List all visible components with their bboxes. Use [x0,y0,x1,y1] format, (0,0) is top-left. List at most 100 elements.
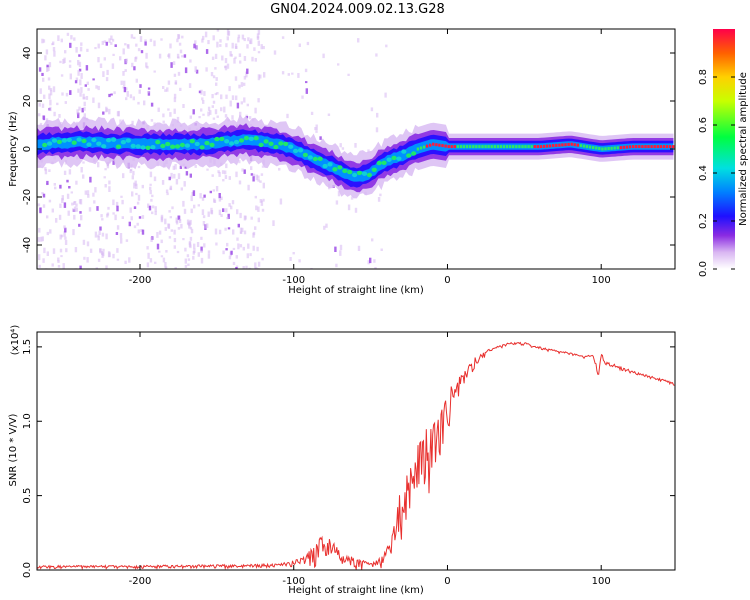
spectrogram-speckle [335,200,339,205]
spectrogram-speckle [97,236,100,241]
spectrogram-speckle [216,115,219,118]
spectrogram-speckle [106,213,109,218]
spectrogram-speckle [139,36,143,42]
spectrogram-speckle [216,29,220,32]
spectrogram-speckle [251,56,254,62]
spectrogram-speckle [46,215,49,219]
ridge-core [422,145,426,149]
spectrogram-speckle [196,242,200,247]
ridge-core [539,145,543,149]
x-tick-label: -200 [129,576,152,587]
spectrogram-speckle [151,211,154,215]
ridge-core [552,144,555,148]
spectrogram-speckle [256,36,260,40]
ridge-blob [391,155,397,161]
spectrogram-speckle [125,59,128,64]
spectrogram-speckle [137,194,141,201]
spectrogram-speckle [63,170,67,175]
spectrogram-speckle [357,245,361,251]
spectrogram-speckle [235,95,238,101]
spectrogram-speckle [278,167,281,171]
spectrogram-speckle [234,76,238,81]
spectrogram-speckle [357,38,360,43]
ridge-core [671,145,675,149]
spectrogram-speckle [52,86,56,93]
ridge-core [499,145,503,149]
spectrogram-speckle [370,107,374,112]
ridge-blob [376,160,382,166]
spectrogram-speckle [227,227,231,230]
spectrogram-speckle [49,106,52,112]
spectrogram-speckle [248,116,252,120]
spectrogram-speckle [216,41,219,48]
x-tick-label: 0 [444,576,450,587]
spectrogram-speckle [103,40,107,43]
spectrogram-speckle [151,205,155,209]
spectrogram-speckle [70,191,73,194]
spectrogram-speckle [64,239,68,245]
spectrogram-speckle [58,114,61,118]
spectrogram-speckle [147,91,150,94]
spectrogram-speckle [376,112,379,118]
spectrogram-speckle [339,244,343,251]
colorbar-tick-label: 0.2 [698,213,709,229]
spectrogram-speckle [192,109,195,115]
spectrogram-speckle [105,41,108,46]
spectrogram-speckle [164,89,167,92]
spectrogram-speckle [230,250,233,255]
spectrogram-speckle [79,92,82,97]
spectrogram-speckle [228,86,231,92]
spectrogram-speckle [165,189,169,193]
spectrogram-speckle [162,86,165,89]
spectrogram-speckle [254,107,257,114]
spectrogram-speckle [73,214,76,220]
x-tick-label: 0 [444,275,450,286]
ridge-core [601,147,604,151]
spectrogram-speckle [73,37,76,41]
spectrogram-speckle [201,209,205,215]
spectrogram-speckle [218,199,222,202]
ridge-core [462,145,466,149]
spectrogram-speckle [114,44,117,47]
spectrogram-speckle [112,159,115,165]
ridge-blob [268,141,274,146]
spectrogram-speckle [260,44,263,50]
spectrogram-speckle [175,217,178,223]
snr-series-line [37,341,675,570]
spectrogram-speckle [116,258,120,261]
spectrogram-speckle [83,256,86,260]
spectrogram-speckle [169,216,172,219]
spectrogram-speckle [48,199,52,203]
ridge-core [438,143,441,147]
spectrogram-speckle [153,122,156,127]
ridge-core [622,145,626,149]
spectrogram-speckle [123,80,126,87]
spectrogram-speckle [120,195,123,198]
spectrogram-speckle [153,176,157,182]
spectrogram-speckle [272,220,275,226]
spectrogram-speckle [114,214,117,221]
ridge-core [456,145,460,149]
spectrogram-speckle [207,40,210,45]
spectrogram-speckle [243,169,246,174]
spectrogram-speckle [104,168,107,171]
spectrogram-speckle [59,60,62,64]
ridge-core [659,145,662,149]
spectrogram-speckle [41,38,44,44]
spectrogram-speckle [40,236,43,242]
ridge-blob [371,167,377,172]
spectrogram-speckle [234,56,237,59]
spectrogram-speckle [252,231,256,236]
spectrogram-speckle [198,116,201,119]
spectrogram-speckle [117,110,120,117]
spectrogram-speckle [127,44,130,49]
spectrogram-speckle [122,173,125,179]
spectrogram-speckle [173,229,176,235]
spectrogram-speckle [235,171,238,178]
ridge-blob [307,155,313,160]
spectrogram-speckle [42,258,45,263]
spectrogram-speckle [237,34,241,39]
spectrogram-speckle [230,205,233,210]
ridge-core [444,144,447,148]
spectrogram-speckle [104,184,107,188]
